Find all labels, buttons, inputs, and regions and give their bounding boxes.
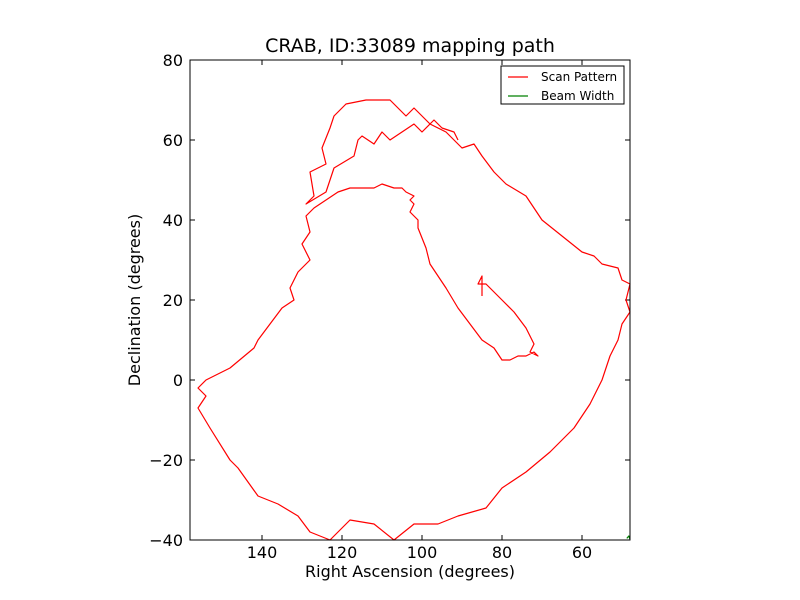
plot-frame <box>189 59 631 541</box>
x-tick-label: 140 <box>247 543 278 562</box>
y-tick-label: 20 <box>163 291 183 310</box>
x-tick-label: 100 <box>407 543 438 562</box>
y-tick-label: 40 <box>163 211 183 230</box>
series-line-scan-pattern <box>197 99 631 541</box>
y-tick-label: −40 <box>149 531 183 550</box>
legend: Scan Pattern Beam Width <box>500 65 625 105</box>
legend-label: Beam Width <box>541 89 614 103</box>
legend-box <box>500 65 625 105</box>
plot-background <box>190 60 630 540</box>
plot-area <box>190 60 630 540</box>
y-tick-label: 0 <box>173 371 183 390</box>
y-tick-label: 60 <box>163 131 183 150</box>
y-tick-label: −20 <box>149 451 183 470</box>
x-tick-label: 60 <box>572 543 592 562</box>
x-tick-label: 80 <box>492 543 512 562</box>
x-tick-label: 120 <box>327 543 358 562</box>
axis-tick-labels: 140 120 100 80 60 −40 −20 0 20 40 60 80 <box>149 51 592 562</box>
y-axis-label: Declination (degrees) <box>125 214 144 386</box>
x-axis-label: Right Ascension (degrees) <box>305 562 515 581</box>
legend-label: Scan Pattern <box>541 70 617 84</box>
y-tick-label: 80 <box>163 51 183 70</box>
chart-title: CRAB, ID:33089 mapping path <box>265 35 555 57</box>
